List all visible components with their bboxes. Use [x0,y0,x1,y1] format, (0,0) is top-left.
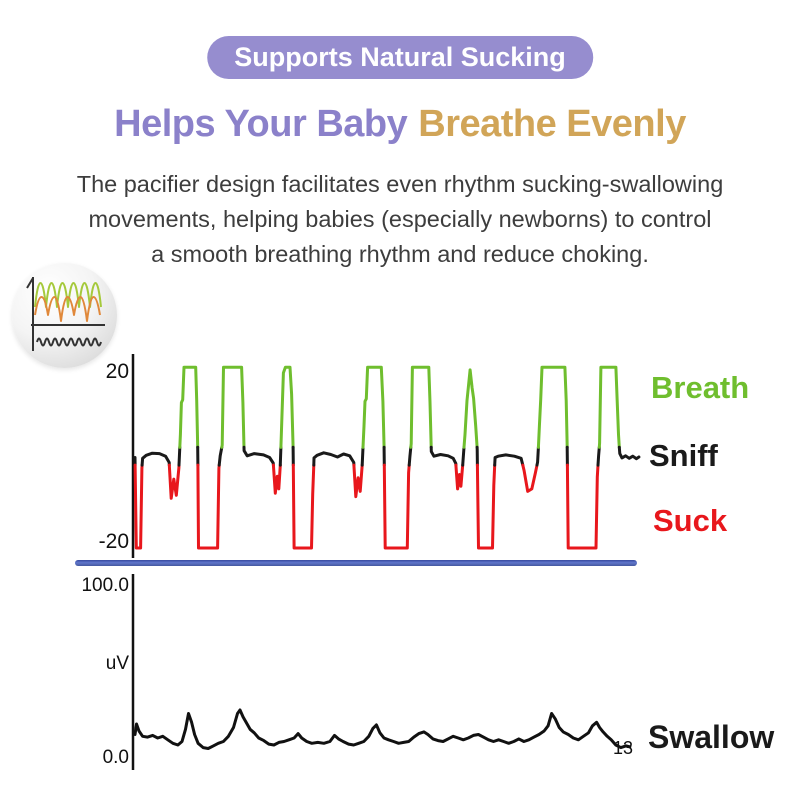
description-text: The pacifier design facilitates even rhy… [0,167,800,272]
mini-waveform-icon [26,277,105,351]
description-line: movements, helping babies (especially ne… [88,206,712,232]
description-line: The pacifier design facilitates even rhy… [76,171,724,197]
page-title: Helps Your Baby Breathe Evenly [0,103,800,146]
inset-swallow-wave [36,337,102,347]
top-badge: Supports Natural Sucking [207,36,593,79]
description-line: a smooth breathing rhythm and reduce cho… [151,241,649,267]
inset-suck-wave [34,296,101,322]
legend-swallow: Swallow [648,719,775,755]
y-tick-0: 0.0 [102,747,129,768]
page-title-gold-part: Breathe Evenly [418,103,686,145]
mini-waveform-inset-circle [12,263,117,368]
y-axis-unit-label: uV [105,653,129,674]
legend-sniff: Sniff [649,438,718,473]
x-end-label: 13 [613,738,634,758]
y-tick-minus-20: -20 [98,530,129,553]
y-tick-100: 100.0 [81,575,129,596]
y-tick-20: 20 [105,360,129,383]
legend-breath: Breath [651,370,750,405]
legend-suck: Suck [653,503,728,538]
swallow-waveform [133,708,632,750]
blue-divider-line [75,560,637,566]
suck-pattern-chart [131,354,641,558]
suck-sniff-breath-waveform [133,365,641,550]
page-title-purple-part: Helps Your Baby [114,103,408,145]
swallow-chart [131,574,632,770]
